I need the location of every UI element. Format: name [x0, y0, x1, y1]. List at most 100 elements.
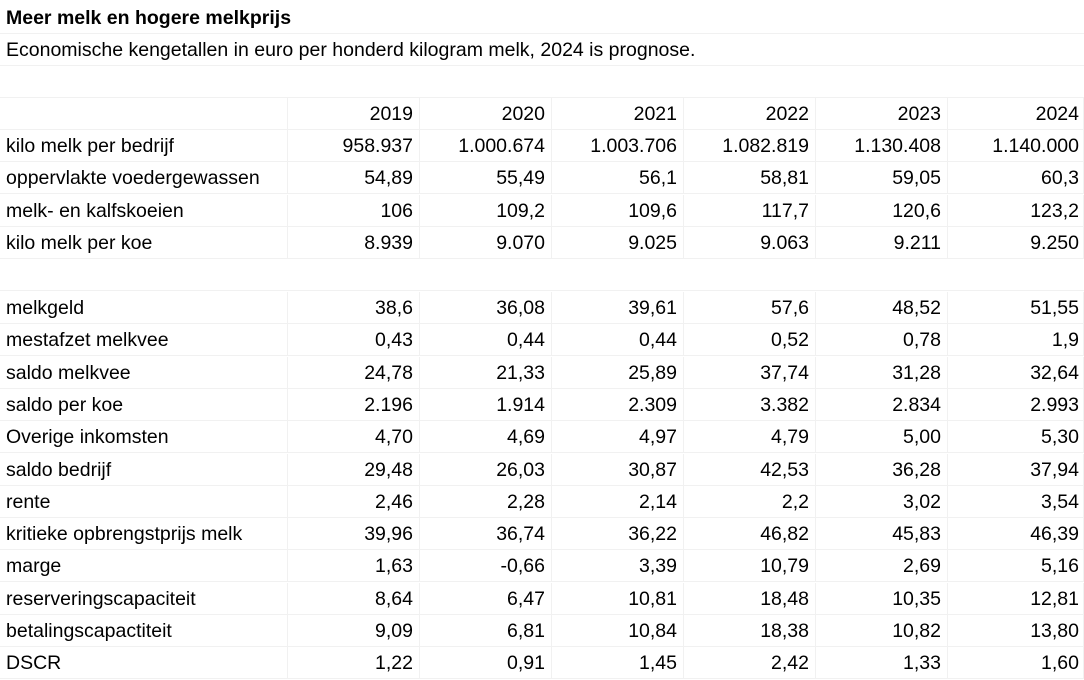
value-cell[interactable]: 109,6 — [552, 194, 684, 227]
value-cell[interactable]: 10,84 — [552, 615, 684, 647]
value-cell[interactable]: 120,6 — [816, 194, 948, 227]
value-cell[interactable]: 2,42 — [684, 647, 816, 680]
row-label-cell[interactable]: kritieke opbrengstprijs melk — [0, 518, 288, 551]
value-cell[interactable]: 45,83 — [816, 518, 948, 551]
row-label-cell[interactable]: mestafzet melkvee — [0, 324, 288, 357]
value-cell[interactable]: 37,74 — [684, 356, 816, 389]
value-cell[interactable]: 21,33 — [420, 356, 552, 389]
value-cell[interactable]: 31,28 — [816, 356, 948, 389]
value-cell[interactable]: 46,39 — [948, 518, 1084, 551]
value-cell[interactable]: 36,74 — [420, 518, 552, 551]
value-cell[interactable]: 2,69 — [816, 550, 948, 583]
row-label-cell[interactable]: saldo per koe — [0, 388, 288, 421]
value-cell[interactable]: 10,79 — [684, 550, 816, 583]
value-cell[interactable]: 6,81 — [420, 615, 552, 647]
value-cell[interactable]: 2,2 — [684, 485, 816, 518]
value-cell[interactable]: 13,80 — [948, 615, 1084, 647]
value-cell[interactable]: 2,46 — [288, 485, 420, 518]
value-cell[interactable]: 0,52 — [684, 324, 816, 357]
value-cell[interactable]: 9,09 — [288, 615, 420, 647]
value-cell[interactable]: 8.939 — [288, 226, 420, 259]
value-cell[interactable]: 3,54 — [948, 485, 1084, 518]
value-cell[interactable]: 39,61 — [552, 292, 684, 324]
value-cell[interactable]: 1,9 — [948, 324, 1084, 357]
value-cell[interactable]: 1,45 — [552, 647, 684, 680]
value-cell[interactable]: 5,16 — [948, 550, 1084, 583]
header-label-cell[interactable] — [0, 98, 288, 130]
value-cell[interactable]: 12,81 — [948, 582, 1084, 615]
year-header-cell[interactable]: 2020 — [420, 98, 552, 130]
value-cell[interactable]: 36,28 — [816, 453, 948, 486]
empty-cell[interactable] — [0, 259, 1084, 291]
value-cell[interactable]: 2.834 — [816, 388, 948, 421]
value-cell[interactable]: 5,00 — [816, 421, 948, 454]
value-cell[interactable]: 9.211 — [816, 226, 948, 259]
value-cell[interactable]: 10,81 — [552, 582, 684, 615]
value-cell[interactable]: 10,82 — [816, 615, 948, 647]
row-label-cell[interactable]: melk- en kalfskoeien — [0, 194, 288, 227]
value-cell[interactable]: 1.003.706 — [552, 130, 684, 162]
value-cell[interactable]: 46,82 — [684, 518, 816, 551]
value-cell[interactable]: 38,6 — [288, 292, 420, 324]
value-cell[interactable]: 24,78 — [288, 356, 420, 389]
value-cell[interactable]: 2.309 — [552, 388, 684, 421]
value-cell[interactable]: 4,79 — [684, 421, 816, 454]
value-cell[interactable]: 3.382 — [684, 388, 816, 421]
value-cell[interactable]: 37,94 — [948, 453, 1084, 486]
value-cell[interactable]: 0,78 — [816, 324, 948, 357]
value-cell[interactable]: 1,63 — [288, 550, 420, 583]
value-cell[interactable]: 1.914 — [420, 388, 552, 421]
value-cell[interactable]: 958.937 — [288, 130, 420, 162]
value-cell[interactable]: 1,33 — [816, 647, 948, 680]
year-header-cell[interactable]: 2024 — [948, 98, 1084, 130]
row-label-cell[interactable]: oppervlakte voedergewassen — [0, 162, 288, 195]
value-cell[interactable]: 18,48 — [684, 582, 816, 615]
value-cell[interactable]: 0,44 — [552, 324, 684, 357]
value-cell[interactable]: 9.070 — [420, 226, 552, 259]
value-cell[interactable]: 106 — [288, 194, 420, 227]
value-cell[interactable]: 58,81 — [684, 162, 816, 195]
value-cell[interactable]: 42,53 — [684, 453, 816, 486]
value-cell[interactable]: 2.196 — [288, 388, 420, 421]
value-cell[interactable]: 18,38 — [684, 615, 816, 647]
value-cell[interactable]: 3,02 — [816, 485, 948, 518]
row-label-cell[interactable]: kilo melk per koe — [0, 226, 288, 259]
value-cell[interactable]: 56,1 — [552, 162, 684, 195]
row-label-cell[interactable]: DSCR — [0, 647, 288, 680]
value-cell[interactable]: 1.082.819 — [684, 130, 816, 162]
year-header-cell[interactable]: 2021 — [552, 98, 684, 130]
value-cell[interactable]: 36,08 — [420, 292, 552, 324]
value-cell[interactable]: 59,05 — [816, 162, 948, 195]
value-cell[interactable]: 4,70 — [288, 421, 420, 454]
year-header-cell[interactable]: 2022 — [684, 98, 816, 130]
row-label-cell[interactable]: melkgeld — [0, 292, 288, 324]
value-cell[interactable]: 9.063 — [684, 226, 816, 259]
value-cell[interactable]: 0,43 — [288, 324, 420, 357]
value-cell[interactable]: 39,96 — [288, 518, 420, 551]
value-cell[interactable]: 3,39 — [552, 550, 684, 583]
value-cell[interactable]: 30,87 — [552, 453, 684, 486]
value-cell[interactable]: 8,64 — [288, 582, 420, 615]
value-cell[interactable]: 109,2 — [420, 194, 552, 227]
row-label-cell[interactable]: rente — [0, 485, 288, 518]
value-cell[interactable]: 1.000.674 — [420, 130, 552, 162]
value-cell[interactable]: 4,69 — [420, 421, 552, 454]
row-label-cell[interactable]: Overige inkomsten — [0, 421, 288, 454]
value-cell[interactable]: 48,52 — [816, 292, 948, 324]
value-cell[interactable]: 9.025 — [552, 226, 684, 259]
value-cell[interactable]: 0,91 — [420, 647, 552, 680]
value-cell[interactable]: 55,49 — [420, 162, 552, 195]
value-cell[interactable]: 10,35 — [816, 582, 948, 615]
value-cell[interactable]: 1,60 — [948, 647, 1084, 680]
value-cell[interactable]: 36,22 — [552, 518, 684, 551]
sheet-title[interactable]: Meer melk en hogere melkprijs — [0, 2, 1084, 34]
value-cell[interactable]: 9.250 — [948, 226, 1084, 259]
value-cell[interactable]: 51,55 — [948, 292, 1084, 324]
value-cell[interactable]: 2,14 — [552, 485, 684, 518]
year-header-cell[interactable]: 2019 — [288, 98, 420, 130]
row-label-cell[interactable]: saldo bedrijf — [0, 453, 288, 486]
value-cell[interactable]: 26,03 — [420, 453, 552, 486]
empty-cell[interactable] — [0, 66, 1084, 98]
value-cell[interactable]: 2,28 — [420, 485, 552, 518]
value-cell[interactable]: 32,64 — [948, 356, 1084, 389]
